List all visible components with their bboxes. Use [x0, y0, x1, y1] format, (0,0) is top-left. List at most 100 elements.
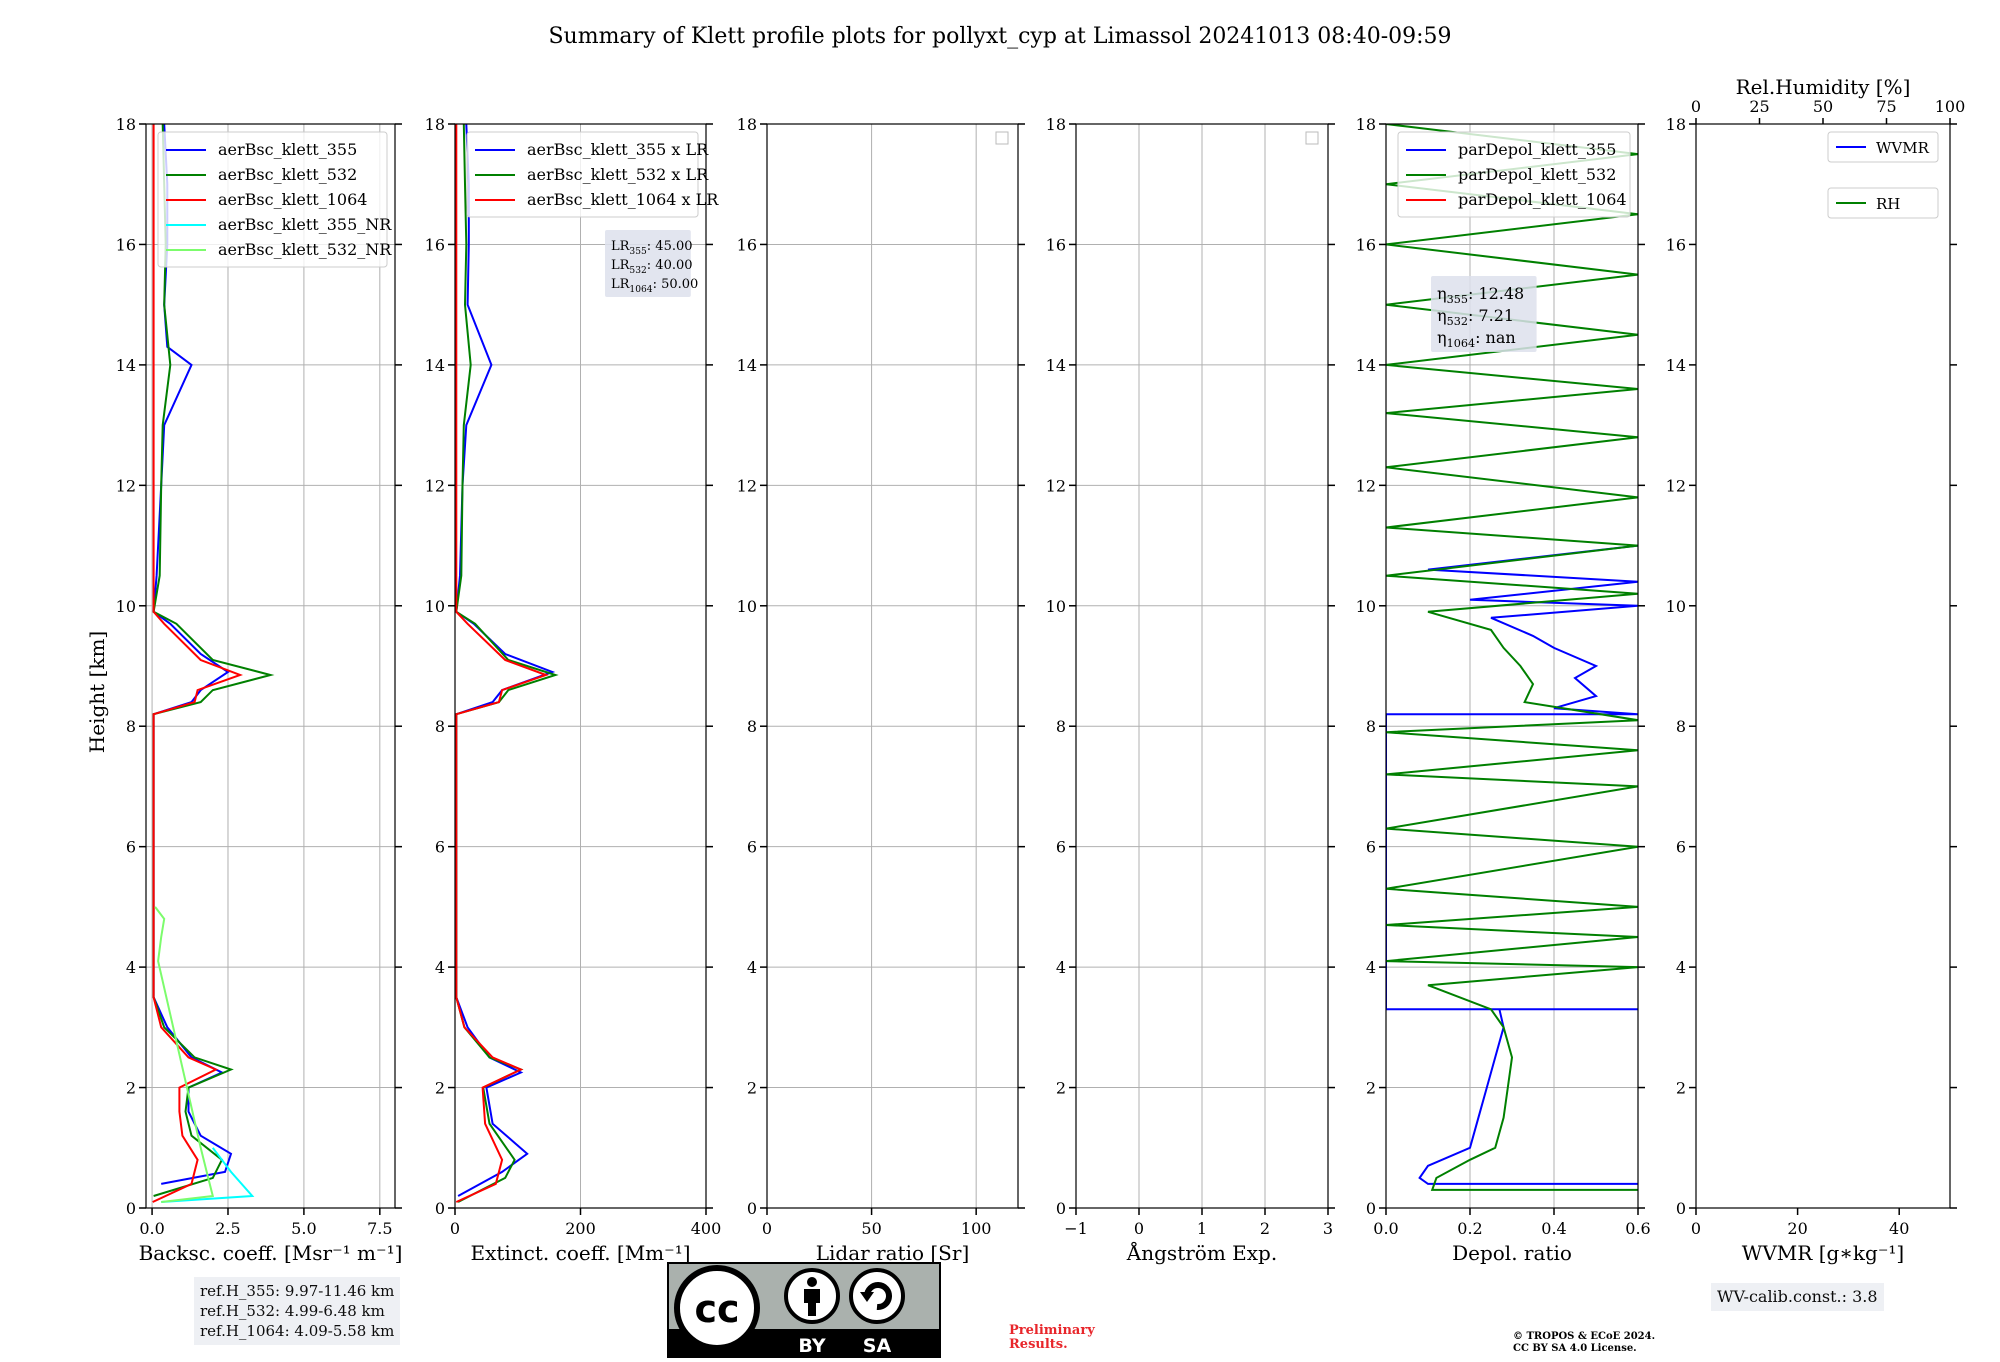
- series-line: [152, 124, 233, 1185]
- y-tick-label: 8: [126, 717, 136, 736]
- y-tick-label: 0: [1366, 1199, 1376, 1218]
- y-tick-label: 16: [1666, 235, 1686, 254]
- y-tick-label: 2: [1676, 1079, 1686, 1098]
- top-x-tick-label: 25: [1749, 97, 1769, 116]
- y-tick-label: 10: [1356, 597, 1376, 616]
- lidar-ratio-box-bg: [605, 230, 691, 297]
- legend-label: WVMR: [1876, 139, 1930, 157]
- y-tick-label: 18: [1356, 115, 1376, 134]
- y-axis-label: Height [km]: [85, 631, 109, 753]
- svg-text:cc: cc: [694, 1287, 739, 1331]
- y-tick-label: 14: [1666, 356, 1686, 375]
- y-tick-label: 4: [126, 958, 136, 977]
- y-tick-label: 18: [1046, 115, 1066, 134]
- y-tick-label: 0: [1056, 1199, 1066, 1218]
- y-tick-label: 10: [1046, 597, 1066, 616]
- y-tick-label: 2: [435, 1079, 445, 1098]
- series-line: [152, 124, 275, 1197]
- legend-label: parDepol_klett_532: [1458, 165, 1616, 184]
- series-line: [455, 124, 559, 1203]
- ref-height-355: ref.H_355: 9.97-11.46 km: [200, 1282, 395, 1300]
- x-tick-label: 0: [450, 1219, 460, 1238]
- x-tick-label: 400: [691, 1219, 722, 1238]
- y-tick-label: 6: [747, 838, 757, 857]
- legend-label: parDepol_klett_355: [1458, 140, 1616, 159]
- y-tick-label: 4: [747, 958, 757, 977]
- badge-by-label: BY: [798, 1335, 825, 1357]
- y-tick-label: 12: [116, 476, 136, 495]
- y-tick-label: 4: [1056, 958, 1066, 977]
- y-tick-label: 0: [126, 1199, 136, 1218]
- panel-p3: 0 2 4 6 8 10 12 14 16 18 0 50 100 Lidar ratio [Sr]: [737, 115, 1025, 1265]
- legend-box: [1397, 131, 1631, 218]
- x-tick-label: 100: [961, 1219, 992, 1238]
- cc-license-badge: cc BY SA: [667, 1262, 941, 1358]
- plot-frame: [766, 123, 1019, 1209]
- series-line: [455, 124, 549, 1203]
- series-line: [161, 1147, 255, 1203]
- legend-empty: [1305, 131, 1319, 145]
- y-tick-label: 0: [747, 1199, 757, 1218]
- x-tick-label: 50: [861, 1219, 881, 1238]
- y-tick-label: 12: [1666, 476, 1686, 495]
- y-tick-label: 10: [425, 597, 445, 616]
- y-tick-label: 10: [116, 597, 136, 616]
- ref-height-1064: ref.H_1064: 4.09-5.58 km: [200, 1322, 395, 1340]
- y-tick-label: 8: [1056, 717, 1066, 736]
- y-tick-label: 6: [126, 838, 136, 857]
- x-tick-label: 5.0: [291, 1219, 316, 1238]
- x-tick-label: −1: [1064, 1219, 1088, 1238]
- by-person-icon: [784, 1268, 840, 1324]
- plot-frame: [145, 123, 396, 1209]
- legend-box: [466, 131, 699, 218]
- legend-label: parDepol_klett_1064: [1458, 190, 1627, 209]
- y-tick-label: 0: [1676, 1199, 1686, 1218]
- series-group: [152, 124, 275, 1203]
- top-x-axis-label: Rel.Humidity [%]: [1736, 75, 1911, 99]
- y-tick-label: 8: [747, 717, 757, 736]
- x-tick-label: 40: [1889, 1219, 1909, 1238]
- ref-height-532: ref.H_532: 4.99-6.48 km: [200, 1302, 385, 1320]
- top-x-tick-label: 50: [1813, 97, 1833, 116]
- legend-box: [1827, 131, 1939, 163]
- y-tick-label: 10: [1666, 597, 1686, 616]
- eta-box-bg: [1431, 276, 1537, 352]
- y-tick-label: 2: [1056, 1079, 1066, 1098]
- y-tick-label: 16: [425, 235, 445, 254]
- y-tick-label: 14: [116, 356, 136, 375]
- x-axis-label: Ångström Exp.: [1126, 1240, 1277, 1265]
- x-tick-label: 0.2: [1457, 1219, 1482, 1238]
- y-tick-label: 18: [425, 115, 445, 134]
- y-tick-label: 16: [1046, 235, 1066, 254]
- preliminary-line-1: Preliminary: [1009, 1323, 1095, 1338]
- x-tick-label: 0: [762, 1219, 772, 1238]
- panel-p6: 0 2 4 6 8 10 12 14 16 18 0 20 40 WVMR [g∗kg⁻¹] 0 25 50 75…: [1666, 75, 1966, 1265]
- x-tick-label: 1: [1197, 1219, 1207, 1238]
- y-tick-label: 2: [1366, 1079, 1376, 1098]
- reference-heights-box: ref.H_355: 9.97-11.46 km ref.H_532: 4.99…: [194, 1277, 401, 1345]
- y-tick-label: 14: [1356, 356, 1376, 375]
- x-tick-label: 2: [1260, 1219, 1270, 1238]
- copyright-line-1: © TROPOS & ECoE 2024.: [1513, 1331, 1656, 1342]
- copyright-note: © TROPOS & ECoE 2024. CC BY SA 4.0 Licen…: [1513, 1331, 1655, 1355]
- y-tick-label: 12: [425, 476, 445, 495]
- y-tick-label: 8: [1366, 717, 1376, 736]
- y-tick-label: 6: [1676, 838, 1686, 857]
- cc-icon: cc: [674, 1265, 760, 1351]
- y-tick-label: 16: [737, 235, 757, 254]
- badge-sa-label: SA: [863, 1335, 892, 1357]
- legend-empty: [995, 131, 1009, 145]
- legend-box: [1827, 187, 1939, 219]
- chart-title: Summary of Klett profile plots for polly…: [548, 24, 1451, 49]
- x-tick-label: 2.5: [215, 1219, 240, 1238]
- legend-label: aerBsc_klett_532_NR: [218, 240, 392, 259]
- y-tick-label: 10: [737, 597, 757, 616]
- y-tick-label: 12: [1046, 476, 1066, 495]
- legend-label: aerBsc_klett_355_NR: [218, 215, 392, 234]
- y-tick-label: 4: [1366, 958, 1376, 977]
- x-axis-label: WVMR [g∗kg⁻¹]: [1742, 1241, 1904, 1265]
- series-line: [1386, 124, 1638, 1191]
